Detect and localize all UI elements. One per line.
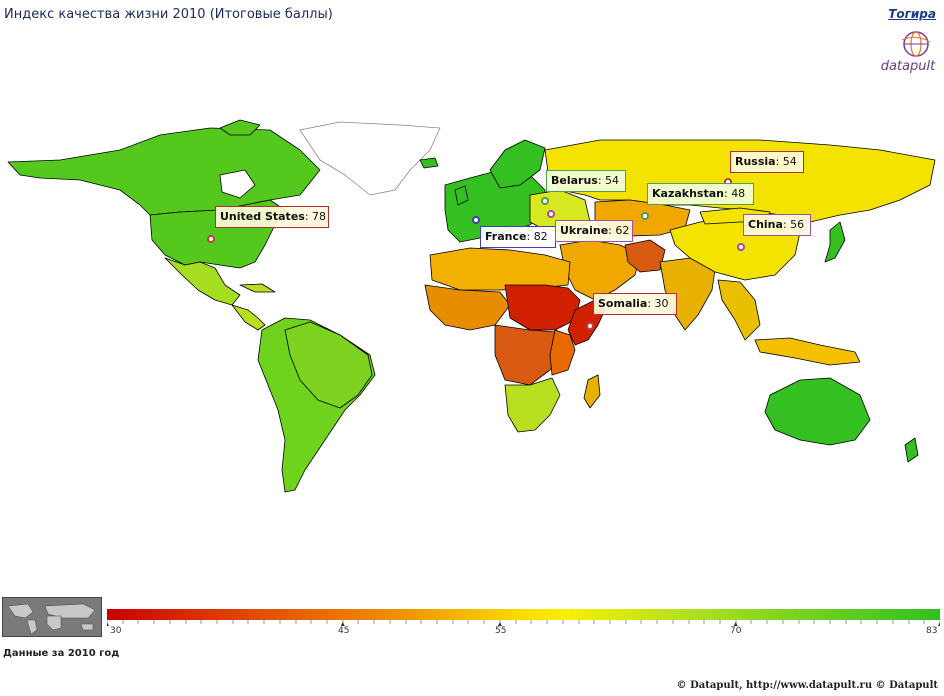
region-brazil — [284, 321, 373, 409]
callout-ukraine[interactable]: Ukraine: 62 — [555, 220, 633, 242]
callout-belarus[interactable]: Belarus: 54 — [546, 170, 626, 192]
region-middle-east — [559, 239, 641, 301]
callout-france[interactable]: France: 82 — [480, 226, 556, 248]
scale-tick-70: 70 — [730, 626, 742, 636]
region-caribbean — [239, 283, 276, 293]
region-greenland — [299, 121, 441, 196]
scale-major-tick — [497, 622, 502, 626]
minimap-navigator[interactable] — [2, 597, 102, 637]
scale-tick-30: 30 — [110, 626, 122, 636]
marker-united-states[interactable] — [207, 235, 215, 243]
scale-major-tick — [107, 622, 109, 626]
datapult-logo[interactable]: datapult — [878, 30, 938, 74]
callout-name: Somalia — [598, 297, 648, 310]
region-central-africa — [494, 324, 561, 386]
logo-globe-icon — [901, 31, 931, 57]
callout-name: United States — [220, 210, 305, 223]
region-australia — [764, 377, 871, 446]
callout-value: 82 — [533, 230, 548, 243]
color-scale-bar — [107, 609, 940, 620]
region-southern-africa — [504, 377, 561, 433]
scale-major-tick — [733, 622, 738, 626]
callout-name: Belarus — [551, 174, 598, 187]
callout-value: 54 — [782, 155, 797, 168]
data-period-label: Данные за 2010 год — [3, 648, 120, 659]
region-east-africa — [549, 329, 576, 376]
callout-name: Kazakhstan — [652, 187, 724, 200]
callout-value: 30 — [654, 297, 669, 310]
scale-major-tick — [938, 622, 940, 626]
scale-tick-45: 45 — [338, 626, 350, 636]
logo-text: datapult — [880, 59, 936, 74]
color-scale-ticks — [107, 620, 940, 626]
callout-value: 56 — [790, 218, 805, 231]
region-mexico — [164, 257, 241, 306]
callout-kazakhstan[interactable]: Kazakhstan: 48 — [647, 183, 754, 205]
region-arctic-islands — [219, 119, 261, 136]
region-sudan — [504, 284, 581, 331]
marker-ukraine[interactable] — [547, 210, 555, 218]
scale-tick-83: 83 — [926, 626, 938, 636]
callout-name: Ukraine — [560, 224, 609, 237]
marker-belarus[interactable] — [541, 197, 549, 205]
scale-major-tick — [340, 622, 345, 626]
callout-name: Russia — [735, 155, 776, 168]
region-west-africa — [424, 284, 511, 331]
region-southeast-asia — [717, 279, 761, 341]
region-central-america — [231, 304, 266, 331]
callout-united-states[interactable]: United States: 78 — [215, 206, 329, 228]
scale-tick-55: 55 — [495, 626, 507, 636]
marker-kazakhstan[interactable] — [641, 212, 649, 220]
region-madagascar — [583, 374, 601, 409]
region-north-africa — [429, 247, 571, 291]
callout-value: 62 — [615, 224, 630, 237]
callout-name: China — [748, 218, 783, 231]
hudson-bay — [219, 169, 256, 199]
callout-name: France — [485, 230, 527, 243]
copyright-notice[interactable]: © Datapult, http://www.datapult.ru © Dat… — [676, 680, 938, 691]
language-link[interactable]: Тогира — [888, 7, 936, 21]
callout-china[interactable]: China: 56 — [743, 214, 811, 236]
callout-value: 48 — [731, 187, 746, 200]
marker-china[interactable] — [737, 243, 745, 251]
region-afghanistan — [624, 239, 666, 273]
page-title: Индекс качества жизни 2010 (Итоговые бал… — [4, 7, 333, 22]
region-uk — [454, 185, 469, 206]
callout-russia[interactable]: Russia: 54 — [730, 151, 804, 173]
callout-somalia[interactable]: Somalia: 30 — [593, 293, 677, 315]
callout-value: 54 — [605, 174, 620, 187]
region-new-zealand — [904, 437, 919, 463]
marker-somalia[interactable] — [586, 322, 594, 330]
region-indonesia — [754, 337, 861, 366]
minimap-world-icon — [7, 603, 96, 635]
world-map[interactable] — [0, 0, 944, 600]
region-japan — [824, 221, 846, 263]
marker-france[interactable] — [472, 216, 480, 224]
region-iceland — [419, 157, 439, 169]
callout-value: 78 — [312, 210, 327, 223]
region-scandinavia — [489, 139, 546, 189]
